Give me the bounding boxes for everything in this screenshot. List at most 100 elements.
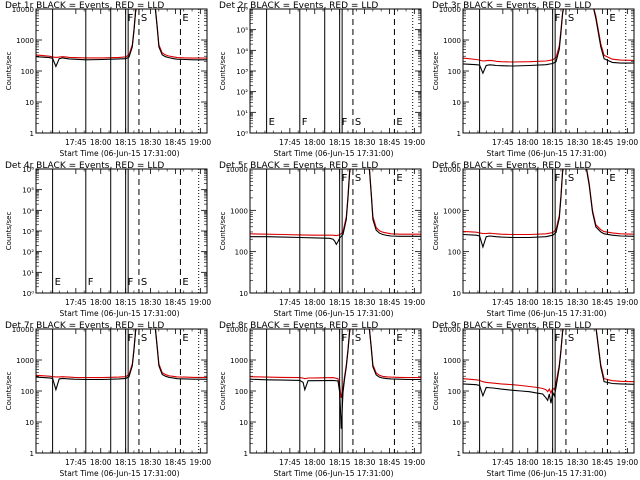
y-tick-label: 10¹ [236, 109, 248, 117]
x-tick-label: 17:45 [279, 138, 301, 147]
series-line-lld [250, 169, 421, 237]
series-line-events [36, 9, 207, 68]
marker-label: E [182, 333, 188, 344]
marker-label: F [555, 13, 561, 24]
marker-label: E [269, 117, 275, 128]
x-tick-label: 18:30 [354, 138, 376, 147]
y-tick-label: 100 [235, 388, 248, 396]
marker-label: S [568, 173, 574, 184]
x-tick-label: 17:45 [279, 458, 301, 467]
y-axis-label: Counts/sec [432, 372, 440, 411]
marker-label: E [396, 173, 402, 184]
plot-frame [249, 328, 422, 454]
marker-label: F [88, 277, 94, 288]
plot-title: Det 8r BLACK = Events, RED = LLD [219, 321, 378, 331]
plot-title: Det 2r BLACK = Events, RED = LLD [219, 1, 378, 11]
y-tick-label: 10¹ [22, 269, 34, 277]
x-tick-label: 18:45 [592, 298, 614, 307]
marker-label: E [609, 13, 615, 24]
x-tick-label: 18:30 [140, 298, 162, 307]
x-tick-label: 17:45 [65, 138, 87, 147]
x-tick-label: 18:45 [165, 298, 187, 307]
y-tick-label: 1000 [230, 207, 248, 215]
series-line-lld [36, 9, 207, 59]
y-tick-label: 10000 [226, 166, 248, 174]
y-tick-label: 100 [448, 68, 461, 76]
series-group [36, 9, 207, 68]
plot-title: Det 6r BLACK = Events, RED = LLD [432, 161, 591, 171]
y-tick-label: 10⁶ [236, 6, 248, 14]
series-line-events [250, 169, 421, 246]
x-tick-label: 18:15 [329, 298, 351, 307]
y-tick-label: 10000 [439, 166, 461, 174]
x-tick-label: 18:15 [115, 458, 137, 467]
y-tick-label: 100 [448, 249, 461, 257]
y-tick-label: 1 [244, 450, 248, 458]
marker-label: F [555, 173, 561, 184]
marker-label: F [342, 117, 348, 128]
series-line-lld [463, 169, 634, 236]
y-tick-label: 10⁰ [22, 290, 34, 298]
x-tick-label: 18:00 [90, 458, 112, 467]
panel-det-3r: Det 3r BLACK = Events, RED = LLD Counts/s… [432, 1, 638, 158]
series-line-events [463, 9, 634, 75]
marker-label: F [342, 333, 348, 344]
plot-title: Det 9r BLACK = Events, RED = LLD [432, 321, 591, 331]
y-axis-label: Counts/sec [219, 372, 227, 411]
marker-label: E [396, 117, 402, 128]
plot-title: Det 4r BLACK = Events, RED = LLD [5, 161, 164, 171]
plot-frame [462, 8, 635, 134]
x-tick-label: 18:45 [592, 458, 614, 467]
y-tick-label: 10² [236, 89, 248, 97]
x-axis-label: Start Time (06-Jun-15 17:31:00) [274, 469, 394, 478]
marker-label: E [609, 173, 615, 184]
y-tick-label: 10000 [439, 326, 461, 334]
x-tick-label: 19:00 [404, 458, 426, 467]
x-tick-label: 18:30 [354, 298, 376, 307]
y-tick-label: 1000 [16, 357, 34, 365]
panel-det-9r: Det 9r BLACK = Events, RED = LLD Counts/s… [432, 321, 638, 478]
marker-label: F [342, 173, 348, 184]
plot-title: Det 1r BLACK = Events, RED = LLD [5, 1, 164, 11]
x-tick-label: 18:45 [379, 298, 401, 307]
x-tick-label: 18:30 [567, 298, 589, 307]
marker-label: S [141, 333, 147, 344]
x-axis-label: Start Time (06-Jun-15 17:31:00) [274, 309, 394, 318]
y-axis-label: Counts/sec [219, 52, 227, 91]
y-tick-label: 100 [21, 388, 34, 396]
y-tick-label: 10² [22, 249, 34, 257]
marker-label: E [182, 13, 188, 24]
x-tick-label: 18:15 [329, 138, 351, 147]
plot-title: Det 7r BLACK = Events, RED = LLD [5, 321, 164, 331]
x-tick-label: 18:45 [592, 138, 614, 147]
x-tick-label: 17:45 [492, 138, 514, 147]
x-axis-label: Start Time (06-Jun-15 17:31:00) [60, 469, 180, 478]
y-tick-label: 10⁴ [236, 47, 248, 55]
x-axis-label: Start Time (06-Jun-15 17:31:00) [274, 149, 394, 158]
x-tick-label: 19:00 [190, 458, 212, 467]
x-tick-label: 18:45 [379, 458, 401, 467]
marker-label: E [609, 333, 615, 344]
x-tick-label: 18:00 [304, 138, 326, 147]
panel-det-5r: Det 5r BLACK = Events, RED = LLD Counts/s… [219, 161, 425, 318]
marker-label: E [182, 277, 188, 288]
y-tick-label: 1 [30, 130, 34, 138]
marker-label: S [568, 333, 574, 344]
marker-label: S [141, 277, 147, 288]
marker-label: F [302, 117, 308, 128]
x-tick-label: 19:00 [617, 298, 639, 307]
marker-label: E [55, 277, 61, 288]
y-tick-label: 1000 [443, 37, 461, 45]
x-tick-label: 17:45 [492, 458, 514, 467]
plot-frame [35, 8, 208, 134]
panel-det-4r: Det 4r BLACK = Events, RED = LLD Counts/s… [5, 161, 211, 318]
x-axis-label: Start Time (06-Jun-15 17:31:00) [60, 309, 180, 318]
x-tick-label: 19:00 [617, 138, 639, 147]
y-tick-label: 1000 [443, 357, 461, 365]
x-tick-label: 19:00 [190, 298, 212, 307]
y-tick-label: 10 [25, 419, 34, 427]
y-axis-label: Counts/sec [5, 52, 13, 91]
series-line-lld [36, 329, 207, 379]
marker-label: F [128, 333, 134, 344]
